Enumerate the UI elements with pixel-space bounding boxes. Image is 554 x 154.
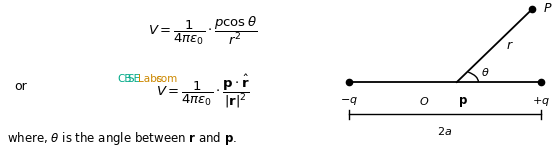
Text: $-q$: $-q$ — [340, 95, 358, 107]
Text: com: com — [155, 74, 178, 84]
Text: $V = \dfrac{1}{4\pi\varepsilon_0} \cdot \dfrac{p\cos\theta}{r^2}$: $V = \dfrac{1}{4\pi\varepsilon_0} \cdot … — [148, 15, 257, 47]
Text: Labs.: Labs. — [138, 74, 166, 84]
Text: or: or — [14, 80, 27, 93]
Text: where, $\theta$ is the angle between $\mathbf{r}$ and $\mathbf{p}$.: where, $\theta$ is the angle between $\m… — [7, 130, 237, 147]
Text: $2a$: $2a$ — [437, 124, 453, 136]
Text: SE: SE — [127, 74, 141, 84]
Text: CB: CB — [117, 74, 131, 84]
Text: $V = \dfrac{1}{4\pi\varepsilon_0} \cdot \dfrac{\mathbf{p}\cdot\hat{\mathbf{r}}}{: $V = \dfrac{1}{4\pi\varepsilon_0} \cdot … — [156, 72, 249, 110]
Text: $\theta$: $\theta$ — [480, 66, 489, 78]
Text: $O$: $O$ — [419, 95, 429, 107]
Text: $+q$: $+q$ — [532, 95, 550, 108]
Text: $\mathbf{p}$: $\mathbf{p}$ — [458, 95, 468, 109]
Text: $P$: $P$ — [543, 2, 552, 15]
Text: $r$: $r$ — [506, 39, 514, 52]
